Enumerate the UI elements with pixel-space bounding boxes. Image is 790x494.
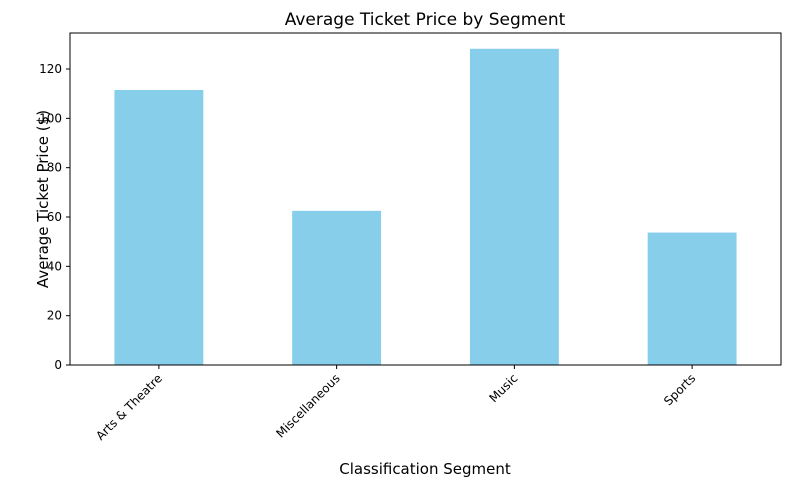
bar-3 [647, 232, 737, 365]
plot-area-frame [69, 32, 782, 366]
x-axis-label: Classification Segment [339, 460, 511, 478]
y-tick-label-1: 20 [47, 309, 62, 323]
y-tick-label-4: 80 [47, 161, 62, 175]
x-tick-label-2: Music [486, 371, 520, 405]
chart-title: Average Ticket Price by Segment [285, 10, 566, 30]
y-axis-label: Average Ticket Price ($) [34, 110, 52, 288]
bar-2 [469, 48, 559, 365]
bars-group [114, 48, 737, 365]
y-axis-ticks: 0 20 40 60 80 100 120 [39, 62, 70, 372]
y-tick-label-0: 0 [54, 358, 62, 372]
y-tick-label-6: 120 [39, 62, 62, 76]
y-tick-label-3: 60 [47, 210, 62, 224]
x-tick-label-1: Miscellaneous [273, 371, 342, 440]
x-axis-ticks: Arts & Theatre Miscellaneous Music Sports [93, 365, 698, 443]
bar-0 [114, 89, 204, 365]
x-tick-label-0: Arts & Theatre [93, 371, 165, 443]
bar-1 [292, 210, 382, 365]
y-tick-label-2: 40 [47, 259, 62, 273]
y-tick-label-5: 100 [39, 111, 62, 125]
x-tick-label-3: Sports [661, 371, 698, 408]
